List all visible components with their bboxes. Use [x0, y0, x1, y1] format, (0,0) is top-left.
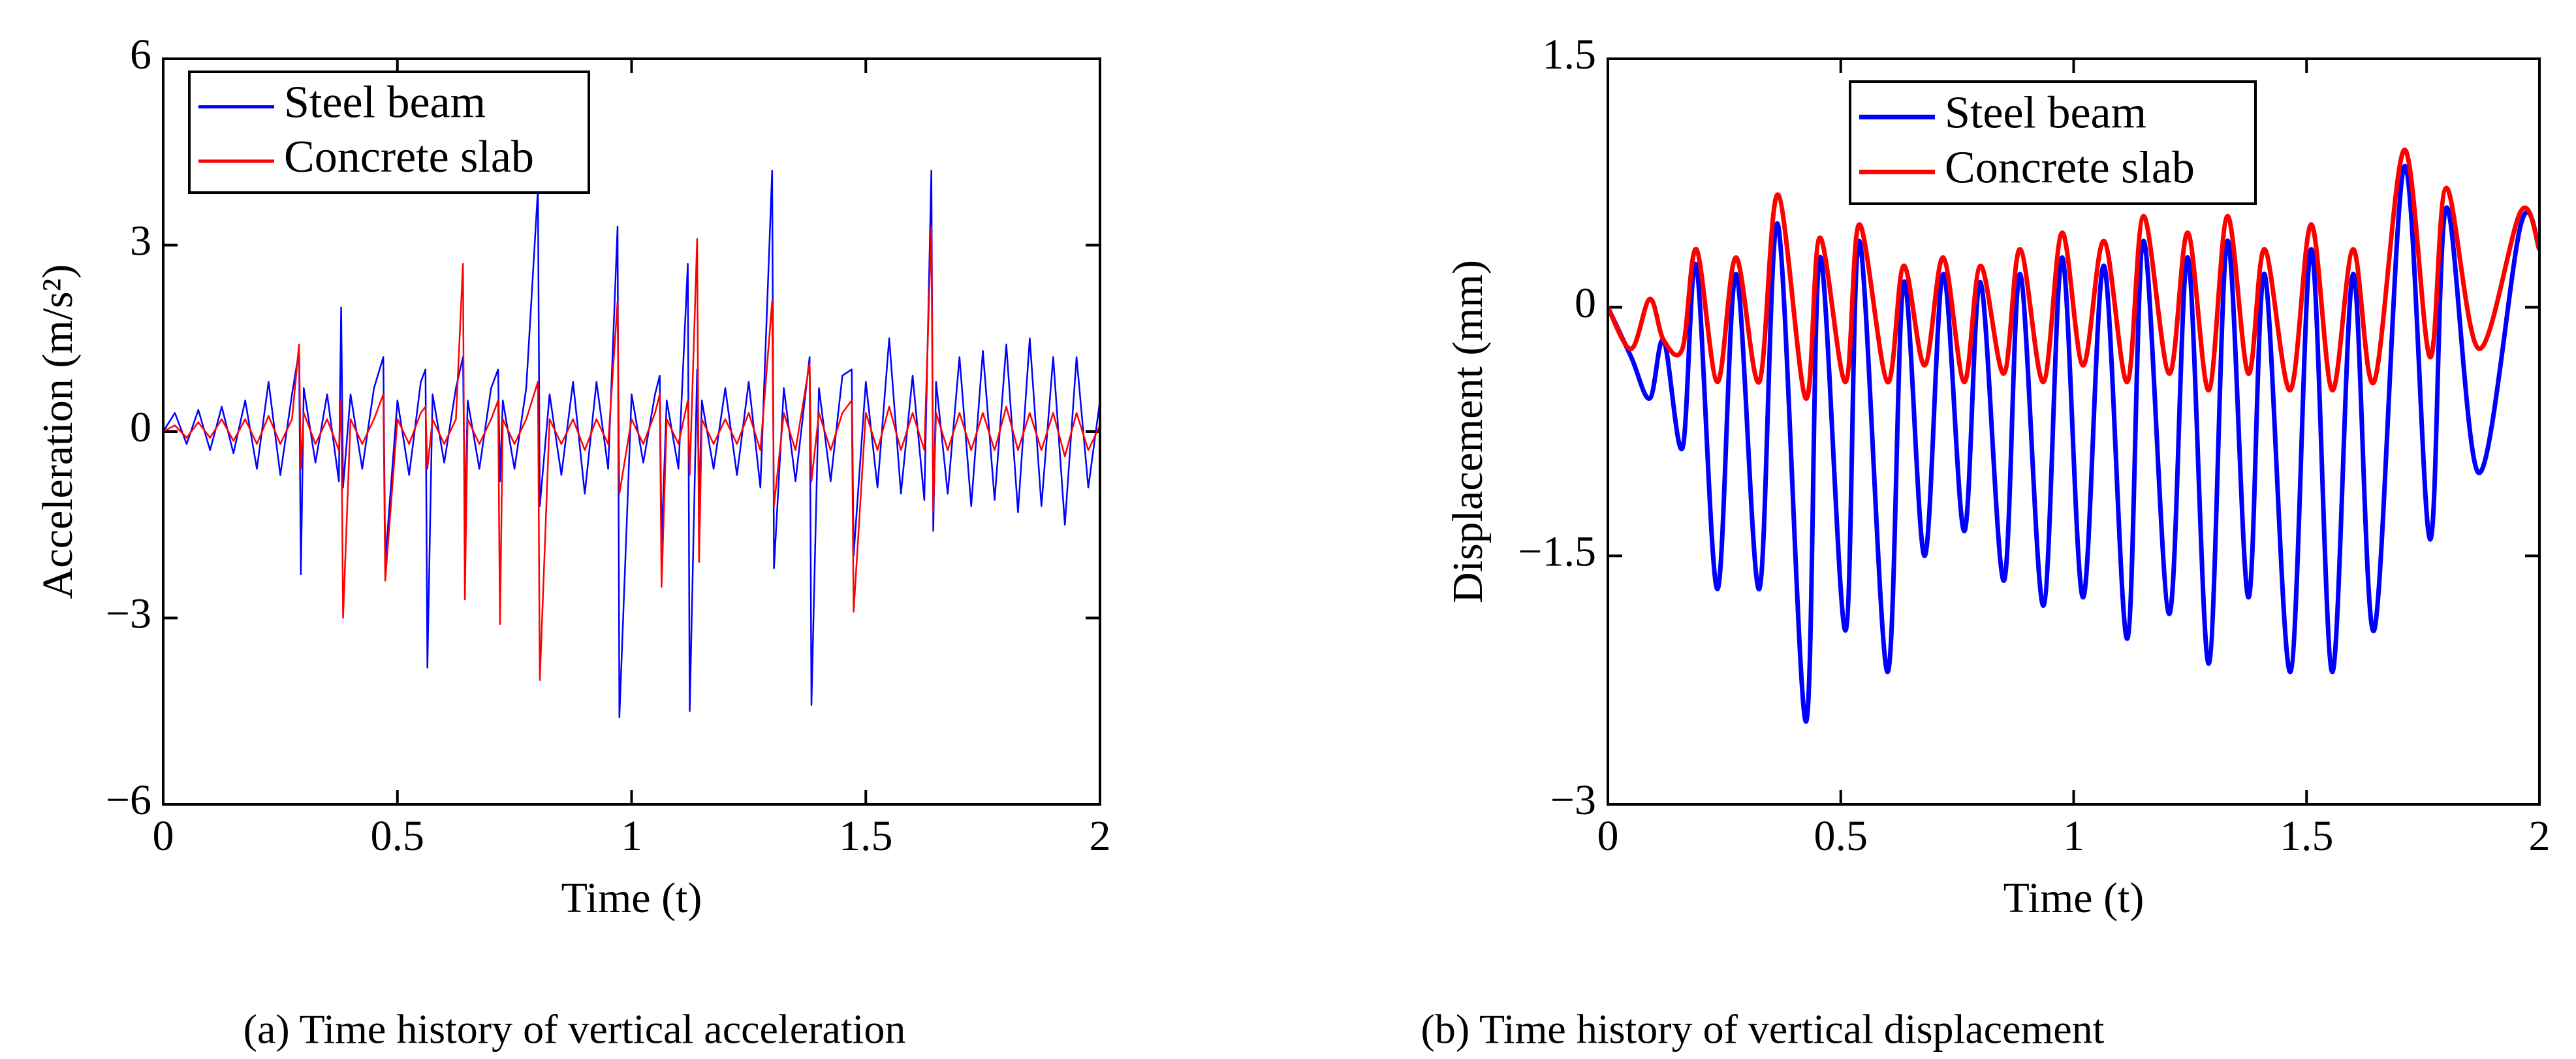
- x-tick-label: 0.5: [1814, 812, 1868, 860]
- x-axis-label: Time (t): [561, 874, 702, 922]
- plot-frame: [1607, 57, 2541, 806]
- x-tick-label: 0.5: [371, 812, 425, 860]
- y-tick-label: 3: [130, 217, 151, 265]
- y-tick-label: 0: [130, 403, 151, 451]
- y-tick-label: −3: [1550, 776, 1596, 824]
- series-line: [163, 170, 1100, 719]
- y-tick-label: −1.5: [1518, 528, 1596, 575]
- caption: (a) Time history of vertical acceleratio…: [243, 1006, 906, 1052]
- y-tick-label: −3: [106, 590, 151, 638]
- y-axis-label: Displacement (mm): [1444, 260, 1492, 603]
- x-tick-label: 1: [2063, 812, 2084, 860]
- y-tick-label: 6: [130, 31, 151, 78]
- legend-box: [1849, 80, 2257, 205]
- legend-label: Concrete slab: [1945, 142, 2195, 193]
- y-tick-label: 0: [1575, 279, 1596, 327]
- series-line: [1608, 164, 2539, 724]
- x-tick-label: 2: [2529, 812, 2551, 860]
- legend-label: Steel beam: [1945, 87, 2146, 138]
- plot-lines: [163, 170, 1100, 719]
- x-tick-label: 1: [621, 812, 642, 860]
- legend-label: Concrete slab: [284, 132, 534, 182]
- x-tick-label: 2: [1090, 812, 1111, 860]
- plot-lines: [1608, 148, 2539, 724]
- y-tick-label: −6: [106, 776, 151, 824]
- x-tick-label: 1.5: [2280, 812, 2334, 860]
- legend-label: Steel beam: [284, 78, 486, 128]
- series-line: [163, 225, 1100, 681]
- x-tick-label: 0: [153, 812, 174, 860]
- y-tick-label: 1.5: [1543, 31, 1597, 78]
- caption: (b) Time history of vertical displacemen…: [1421, 1006, 2105, 1052]
- x-axis-label: Time (t): [2003, 874, 2144, 922]
- plot-frame: [162, 57, 1101, 806]
- x-tick-label: 0: [1597, 812, 1619, 860]
- x-tick-label: 1.5: [839, 812, 893, 860]
- y-axis-label: Acceleration (m/s²): [34, 264, 82, 599]
- legend-box: [188, 71, 590, 194]
- series-line: [1608, 148, 2539, 401]
